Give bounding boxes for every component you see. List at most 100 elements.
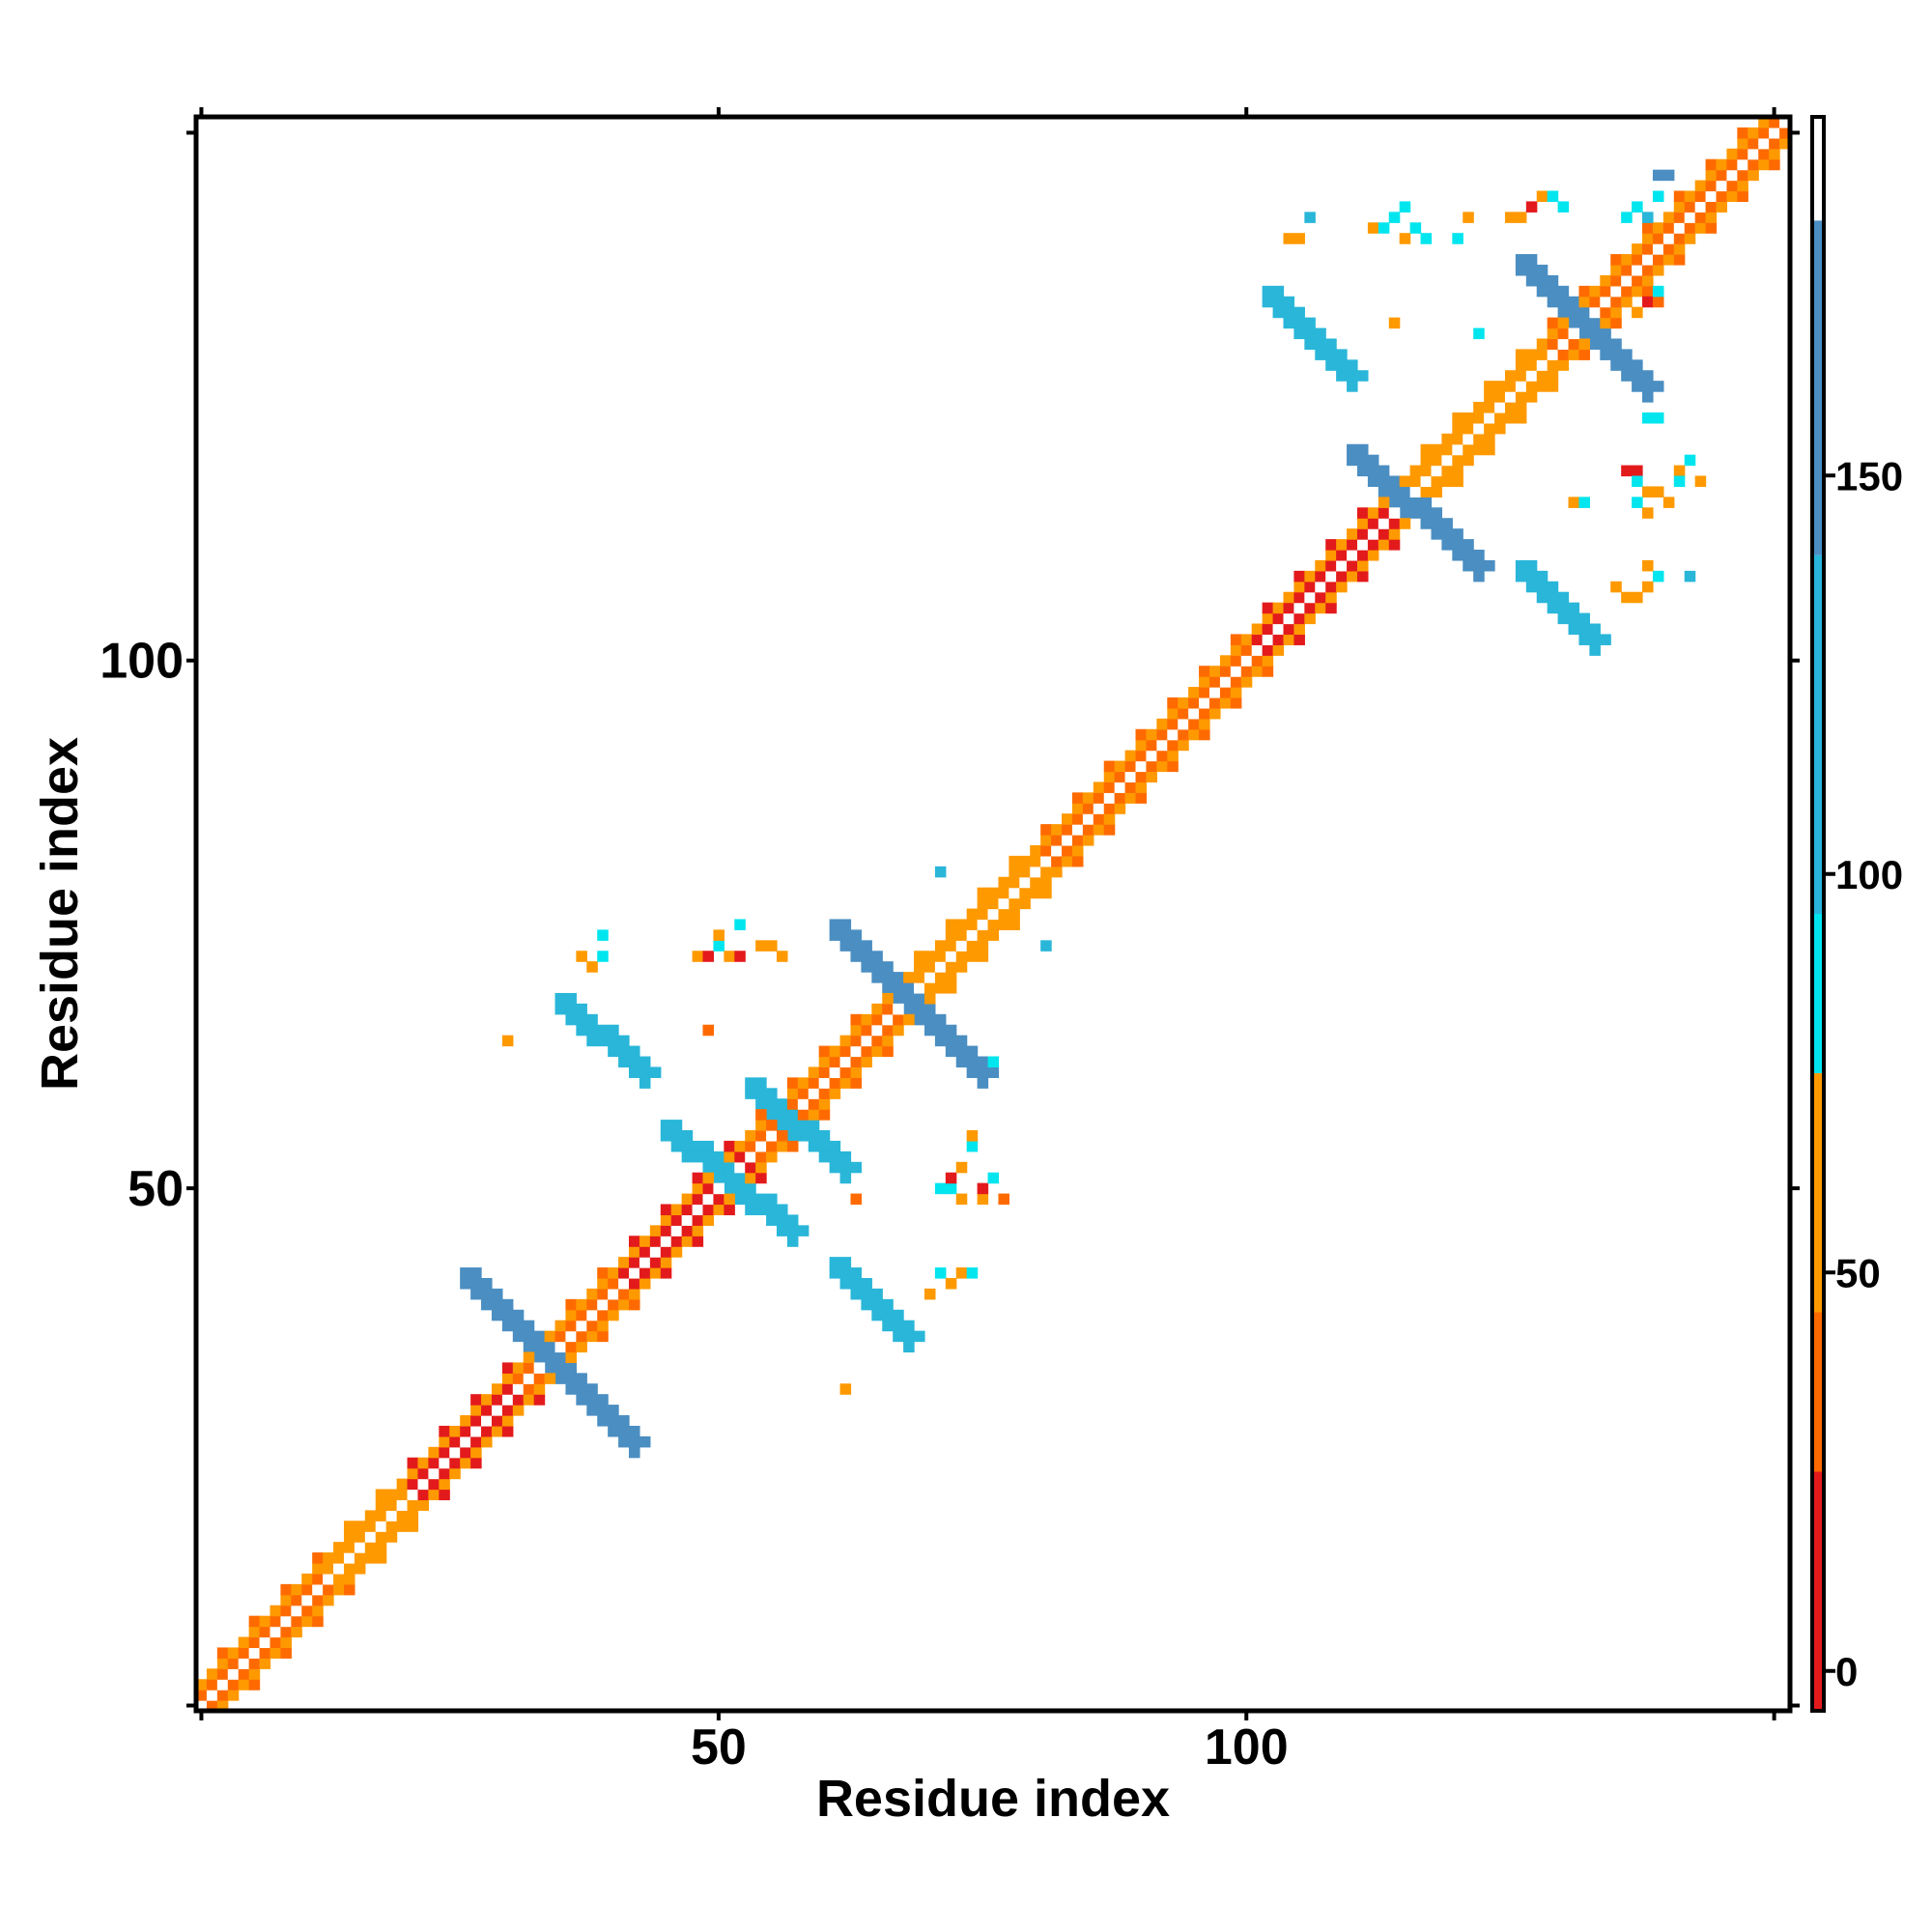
heatmap-cell: [491, 1425, 503, 1437]
heatmap-cell: [1304, 338, 1316, 350]
heatmap-cell: [670, 1246, 683, 1258]
heatmap-cell: [670, 1130, 683, 1142]
heatmap-cell: [407, 1478, 419, 1491]
heatmap-cell: [1632, 285, 1643, 298]
heatmap-cell: [1568, 296, 1580, 308]
heatmap-cell: [1684, 201, 1696, 213]
heatmap-cell: [745, 1077, 756, 1089]
heatmap-cell: [554, 1373, 567, 1384]
heatmap-cell: [1484, 443, 1495, 456]
heatmap-cell: [670, 1204, 683, 1216]
heatmap-cell: [639, 1246, 651, 1258]
heatmap-cell: [396, 1510, 409, 1521]
heatmap-cell: [523, 1330, 535, 1343]
heatmap-cell: [1504, 212, 1517, 223]
heatmap-cell: [945, 1277, 957, 1290]
heatmap-cell: [206, 1679, 218, 1690]
heatmap-cell: [1610, 581, 1622, 593]
heatmap-cell: [1251, 623, 1264, 636]
heatmap-cell: [1304, 212, 1316, 223]
heatmap-cell: [1188, 687, 1200, 698]
heatmap-cell: [861, 1056, 872, 1068]
heatmap-cell: [745, 1140, 756, 1152]
heatmap-cell: [481, 1405, 493, 1416]
heatmap-cell: [692, 1140, 704, 1152]
heatmap-cell: [259, 1636, 271, 1649]
heatmap-cell: [871, 1003, 883, 1015]
heatmap-cell: [786, 1077, 799, 1089]
heatmap-cell: [998, 897, 1009, 910]
heatmap-cell: [1230, 666, 1242, 677]
heatmap-cell: [1103, 781, 1116, 793]
heatmap-cell: [1325, 602, 1337, 614]
heatmap-cell: [1452, 422, 1463, 435]
heatmap-cell: [1146, 760, 1157, 773]
heatmap-cell: [417, 1499, 429, 1511]
heatmap-cell: [1219, 696, 1232, 709]
heatmap-cell: [839, 929, 852, 941]
heatmap-cell: [1642, 264, 1654, 276]
heatmap-cell: [1336, 370, 1348, 382]
heatmap-cell: [1504, 412, 1517, 424]
heatmap-cell: [1040, 866, 1052, 878]
heatmap-cell: [955, 929, 968, 941]
heatmap-cell: [1747, 127, 1759, 139]
heatmap-cell: [354, 1552, 366, 1564]
heatmap-cell: [1114, 781, 1126, 793]
heatmap-cell: [1536, 349, 1548, 360]
heatmap-cell: [893, 1309, 904, 1321]
heatmap-cell: [639, 1267, 651, 1279]
heatmap-cell: [460, 1435, 471, 1448]
heatmap-cell: [1525, 359, 1538, 371]
heatmap-cell: [1463, 539, 1474, 551]
heatmap-cell: [608, 1045, 619, 1058]
heatmap-cell: [1568, 349, 1580, 360]
heatmap-cell: [629, 1435, 640, 1448]
heatmap-cell: [618, 1056, 630, 1068]
heatmap-cell: [861, 940, 872, 952]
heatmap-cell: [1515, 349, 1527, 360]
heatmap-cell: [238, 1658, 250, 1669]
heatmap-cell: [1071, 803, 1084, 814]
heatmap-cell: [977, 887, 989, 899]
heatmap-cell: [724, 1182, 735, 1195]
heatmap-cell: [955, 1193, 968, 1206]
heatmap-cell: [618, 1415, 630, 1427]
heatmap-cell: [1315, 591, 1326, 604]
heatmap-cell: [396, 1478, 409, 1491]
heatmap-cell: [945, 1045, 957, 1058]
heatmap-cell: [649, 1257, 662, 1268]
heatmap-cell: [893, 982, 904, 994]
heatmap-cell: [914, 972, 925, 983]
heatmap-cell: [1621, 359, 1633, 371]
heatmap-cell: [1652, 169, 1664, 182]
heatmap-cell: [1684, 454, 1696, 467]
heatmap-cell: [871, 1288, 883, 1300]
heatmap-cell: [755, 1140, 767, 1152]
heatmap-cell: [554, 1320, 567, 1332]
heatmap-cell: [1473, 327, 1485, 340]
heatmap-cell: [1557, 359, 1570, 371]
heatmap-cell: [1515, 402, 1527, 413]
heatmap-cell: [364, 1520, 377, 1532]
heatmap-cell: [1484, 559, 1495, 572]
heatmap-cell: [470, 1425, 482, 1437]
heatmap-cell: [1146, 728, 1157, 741]
heatmap-cell: [755, 1193, 767, 1206]
heatmap-cell: [1747, 169, 1759, 182]
heatmap-cell: [745, 1182, 756, 1195]
heatmap-cell: [1325, 570, 1337, 582]
heatmap-cell: [1336, 539, 1348, 551]
heatmap-cell: [1347, 454, 1358, 467]
heatmap-cell: [1356, 454, 1369, 467]
heatmap-cell: [893, 1024, 904, 1037]
heatmap-cell: [1199, 687, 1210, 698]
heatmap-cell: [882, 1320, 894, 1332]
heatmap-cell: [850, 940, 863, 952]
heatmap-cell: [417, 1467, 429, 1480]
heatmap-cell: [629, 1045, 640, 1058]
heatmap-cell: [660, 1225, 672, 1236]
heatmap-cell: [776, 1130, 788, 1142]
heatmap-cell: [745, 1151, 756, 1163]
heatmap-cell: [216, 1658, 229, 1669]
